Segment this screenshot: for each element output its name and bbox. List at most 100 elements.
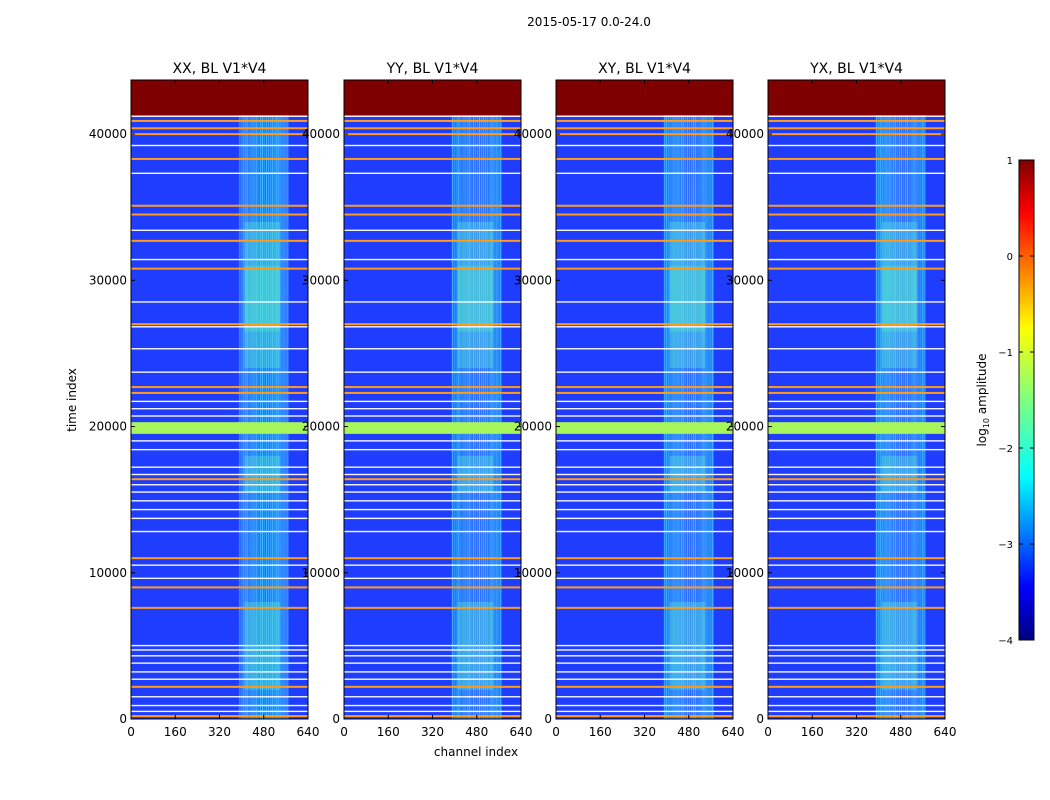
rfi-channel-stripe <box>461 115 463 719</box>
rfi-channel-stripe <box>262 115 264 719</box>
flag-gap-row <box>768 649 945 651</box>
flag-gap-row <box>344 408 521 410</box>
saturated-band <box>768 80 945 116</box>
flag-gap-row <box>768 678 945 680</box>
green-band <box>768 422 945 434</box>
flag-gap-row <box>344 466 521 468</box>
rfi-channel-stripe <box>250 115 252 719</box>
y-tick-label: 30000 <box>89 273 127 287</box>
flag-orange-row <box>768 386 945 389</box>
rfi-channel-stripe <box>706 115 708 719</box>
y-tick-label: 10000 <box>89 566 127 580</box>
x-tick-label: 160 <box>164 725 187 739</box>
flag-orange-row <box>556 133 733 136</box>
flag-gap-row <box>131 473 308 476</box>
flag-gap-row <box>556 678 733 680</box>
rfi-channel-stripe <box>704 115 706 719</box>
flag-gap-row <box>556 400 733 403</box>
flag-gap-row <box>344 415 521 417</box>
flag-gap-row <box>344 678 521 680</box>
flag-gap-row <box>556 408 733 410</box>
flag-orange-row <box>131 127 308 130</box>
flag-gap-row <box>768 517 945 520</box>
flag-orange-row <box>344 127 521 130</box>
rfi-channel-stripe <box>712 115 714 719</box>
rfi-channel-stripe <box>496 115 498 719</box>
rfi-channel-stripe <box>254 115 256 719</box>
flag-gap-row <box>556 415 733 417</box>
rfi-channel-stripe <box>258 115 260 719</box>
rfi-channel-stripe <box>248 115 250 719</box>
flag-orange-row <box>344 267 521 270</box>
flag-gap-row <box>131 371 308 373</box>
rfi-channel-stripe <box>473 115 475 719</box>
flag-orange-row <box>768 213 945 216</box>
flag-orange-row <box>556 213 733 216</box>
saturated-band <box>131 80 308 116</box>
flag-orange-row <box>768 391 945 394</box>
rfi-channel-stripe <box>687 115 689 719</box>
flag-orange-row <box>131 386 308 389</box>
y-tick-label: 0 <box>119 712 127 726</box>
flag-gap-row <box>344 710 521 713</box>
rfi-channel-stripe <box>677 115 679 719</box>
rfi-channel-stripe <box>673 115 675 719</box>
colorbar-tick-label: −2 <box>998 444 1013 455</box>
rfi-channel-stripe <box>875 115 877 719</box>
y-tick-label: 0 <box>756 712 764 726</box>
flag-gap-row <box>768 415 945 417</box>
flag-orange-row <box>344 213 521 216</box>
flag-gap-row <box>131 710 308 713</box>
flag-orange-row <box>768 267 945 270</box>
colorbar-tick-label: −1 <box>998 348 1013 359</box>
flag-orange-row <box>556 239 733 242</box>
flag-gap-row <box>556 258 733 261</box>
saturated-band <box>344 80 521 116</box>
rfi-channel-stripe <box>667 115 669 719</box>
rfi-channel-stripe <box>700 115 702 719</box>
rfi-channel-stripe <box>663 115 665 719</box>
panel-yy: YY, BL V1*V4 0 160 320 480 640 0 10000 20000 3000… <box>302 61 533 739</box>
flag-gap-row <box>131 644 308 647</box>
rfi-channel-stripe <box>459 115 461 719</box>
flag-gap-row <box>768 144 945 147</box>
colorbar-tick-label: 0 <box>1007 252 1013 263</box>
rfi-channel-stripe <box>271 115 273 719</box>
flag-orange-row <box>344 391 521 394</box>
flag-gap-row <box>556 115 733 117</box>
flag-orange-row <box>556 323 733 326</box>
flag-gap-row <box>344 655 521 657</box>
rfi-channel-stripe <box>463 115 465 719</box>
flag-gap-row <box>131 508 308 511</box>
panel-xx: XX, BL V1*V4 0 160 320 480 640 0 10000 20000 3000… <box>89 61 320 739</box>
flag-gap-row <box>344 172 521 174</box>
rfi-channel-stripe <box>924 115 926 719</box>
flag-gap-row <box>131 678 308 680</box>
flag-gap-row <box>344 696 521 698</box>
rfi-channel-stripe <box>708 115 710 719</box>
flag-gap-row <box>556 671 733 673</box>
heatmap-body <box>768 80 945 719</box>
rfi-channel-stripe <box>895 115 897 719</box>
flag-gap-row <box>556 301 733 303</box>
flag-gap-row <box>768 229 945 232</box>
y-tick-label: 20000 <box>302 420 340 434</box>
flag-gap-row <box>768 530 945 533</box>
panel-yx: YX, BL V1*V4 0 160 320 480 640 0 10000 20000 3000… <box>726 61 957 739</box>
flag-orange-row <box>131 157 308 160</box>
flag-gap-row <box>131 517 308 520</box>
x-tick-label: 480 <box>889 725 912 739</box>
flag-gap-row <box>131 649 308 651</box>
rfi-channel-stripe <box>469 115 471 719</box>
flag-gap-row <box>344 577 521 580</box>
x-tick-label: 320 <box>633 725 656 739</box>
heatmap-body <box>556 80 733 719</box>
rfi-channel-stripe <box>484 115 486 719</box>
rfi-channel-stripe <box>912 115 914 719</box>
flag-orange-row <box>131 586 308 589</box>
flag-orange-row <box>556 391 733 394</box>
colorbar-tick-label: 1 <box>1007 156 1013 167</box>
x-tick-label: 160 <box>377 725 400 739</box>
rfi-channel-stripe <box>275 115 277 719</box>
flag-orange-row <box>344 157 521 160</box>
